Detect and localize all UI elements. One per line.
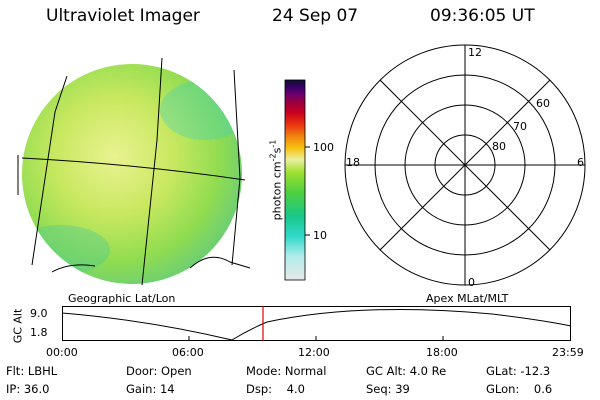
colorbar-tick-10: 10 [313, 229, 327, 242]
mlt-label-6: 6 [577, 156, 584, 169]
time-label: 09:36:05 UT [430, 6, 535, 26]
timeline-xtick-1200: 12:00 [298, 346, 330, 359]
colorbar [284, 79, 310, 281]
timeline-ytick-low: 1.8 [30, 326, 48, 339]
dsp-status: Dsp: 4.0 [246, 382, 305, 396]
timeline-ytick-high: 9.0 [30, 307, 48, 320]
date-label: 24 Sep 07 [272, 6, 359, 26]
glat-status: GLat: -12.3 [486, 364, 551, 378]
timeline-y-label: GC Alt [11, 308, 25, 344]
gain-status: Gain: 14 [126, 382, 175, 396]
altitude-curve [61, 309, 572, 341]
glon-status: GLon: 0.6 [486, 382, 553, 396]
uv-image-geographic [17, 57, 251, 286]
timeline-xtick-0600: 06:00 [172, 346, 204, 359]
mode-status: Mode: Normal [246, 364, 327, 378]
colorbar-unit-exp1: -2 [268, 153, 278, 162]
timeline-plot [61, 306, 572, 341]
geographic-grid [17, 57, 251, 286]
left-image-caption: Geographic Lat/Lon [68, 292, 176, 305]
polar-grid [344, 44, 586, 286]
colorbar-tick-100: 100 [313, 141, 334, 154]
mlt-label-0: 0 [468, 276, 475, 289]
earth-disk [22, 64, 242, 284]
timeline-xtick-2359: 23:59 [552, 346, 584, 359]
seq-status: Seq: 39 [366, 382, 410, 396]
colorbar-unit-s: s [270, 147, 284, 154]
door-status: Door: Open [126, 364, 192, 378]
filter-status: Flt: LBHL [6, 364, 58, 378]
colorbar-unit-exp2: -1 [268, 139, 278, 148]
ip-status: IP: 36.0 [6, 382, 50, 396]
mlt-label-12: 12 [468, 46, 482, 59]
mlat-label-60: 60 [536, 97, 550, 110]
mlt-label-18: 18 [346, 156, 360, 169]
gc-alt-status: GC Alt: 4.0 Re [366, 364, 447, 378]
colorbar-unit-text: photon cm [270, 161, 284, 221]
mlat-label-70: 70 [513, 120, 527, 133]
timeline-xtick-0000: 00:00 [46, 346, 78, 359]
timeline-xtick-1800: 18:00 [426, 346, 458, 359]
instrument-title: Ultraviolet Imager [46, 6, 200, 26]
right-image-caption: Apex MLat/MLT [426, 292, 509, 305]
mlat-label-80: 80 [492, 140, 506, 153]
colorbar-unit-label: photon cm-2s-1 [269, 140, 284, 221]
